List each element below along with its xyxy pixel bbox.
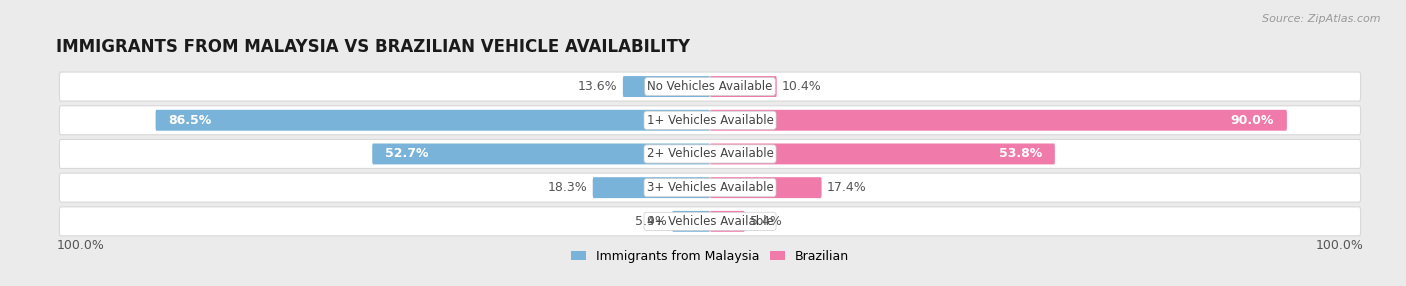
Text: IMMIGRANTS FROM MALAYSIA VS BRAZILIAN VEHICLE AVAILABILITY: IMMIGRANTS FROM MALAYSIA VS BRAZILIAN VE…	[56, 38, 690, 56]
FancyBboxPatch shape	[59, 173, 1361, 202]
Text: 100.0%: 100.0%	[56, 239, 104, 252]
FancyBboxPatch shape	[710, 76, 776, 97]
Text: 10.4%: 10.4%	[782, 80, 821, 93]
Text: 18.3%: 18.3%	[548, 181, 588, 194]
Text: Source: ZipAtlas.com: Source: ZipAtlas.com	[1263, 14, 1381, 24]
Text: 5.4%: 5.4%	[749, 215, 782, 228]
FancyBboxPatch shape	[593, 177, 710, 198]
FancyBboxPatch shape	[710, 211, 745, 232]
Text: 1+ Vehicles Available: 1+ Vehicles Available	[647, 114, 773, 127]
FancyBboxPatch shape	[59, 106, 1361, 135]
Text: No Vehicles Available: No Vehicles Available	[647, 80, 773, 93]
Text: 100.0%: 100.0%	[1316, 239, 1364, 252]
Text: 90.0%: 90.0%	[1230, 114, 1274, 127]
FancyBboxPatch shape	[710, 144, 1054, 164]
Legend: Immigrants from Malaysia, Brazilian: Immigrants from Malaysia, Brazilian	[571, 250, 849, 263]
Text: 3+ Vehicles Available: 3+ Vehicles Available	[647, 181, 773, 194]
Text: 53.8%: 53.8%	[998, 148, 1042, 160]
FancyBboxPatch shape	[672, 211, 710, 232]
FancyBboxPatch shape	[710, 110, 1286, 131]
FancyBboxPatch shape	[373, 144, 710, 164]
Text: 86.5%: 86.5%	[169, 114, 212, 127]
Text: 5.9%: 5.9%	[636, 215, 666, 228]
FancyBboxPatch shape	[59, 207, 1361, 236]
FancyBboxPatch shape	[59, 72, 1361, 101]
FancyBboxPatch shape	[156, 110, 710, 131]
FancyBboxPatch shape	[710, 177, 821, 198]
Text: 2+ Vehicles Available: 2+ Vehicles Available	[647, 148, 773, 160]
Text: 4+ Vehicles Available: 4+ Vehicles Available	[647, 215, 773, 228]
FancyBboxPatch shape	[623, 76, 710, 97]
Text: 13.6%: 13.6%	[578, 80, 617, 93]
Text: 17.4%: 17.4%	[827, 181, 866, 194]
Text: 52.7%: 52.7%	[385, 148, 429, 160]
FancyBboxPatch shape	[59, 140, 1361, 168]
